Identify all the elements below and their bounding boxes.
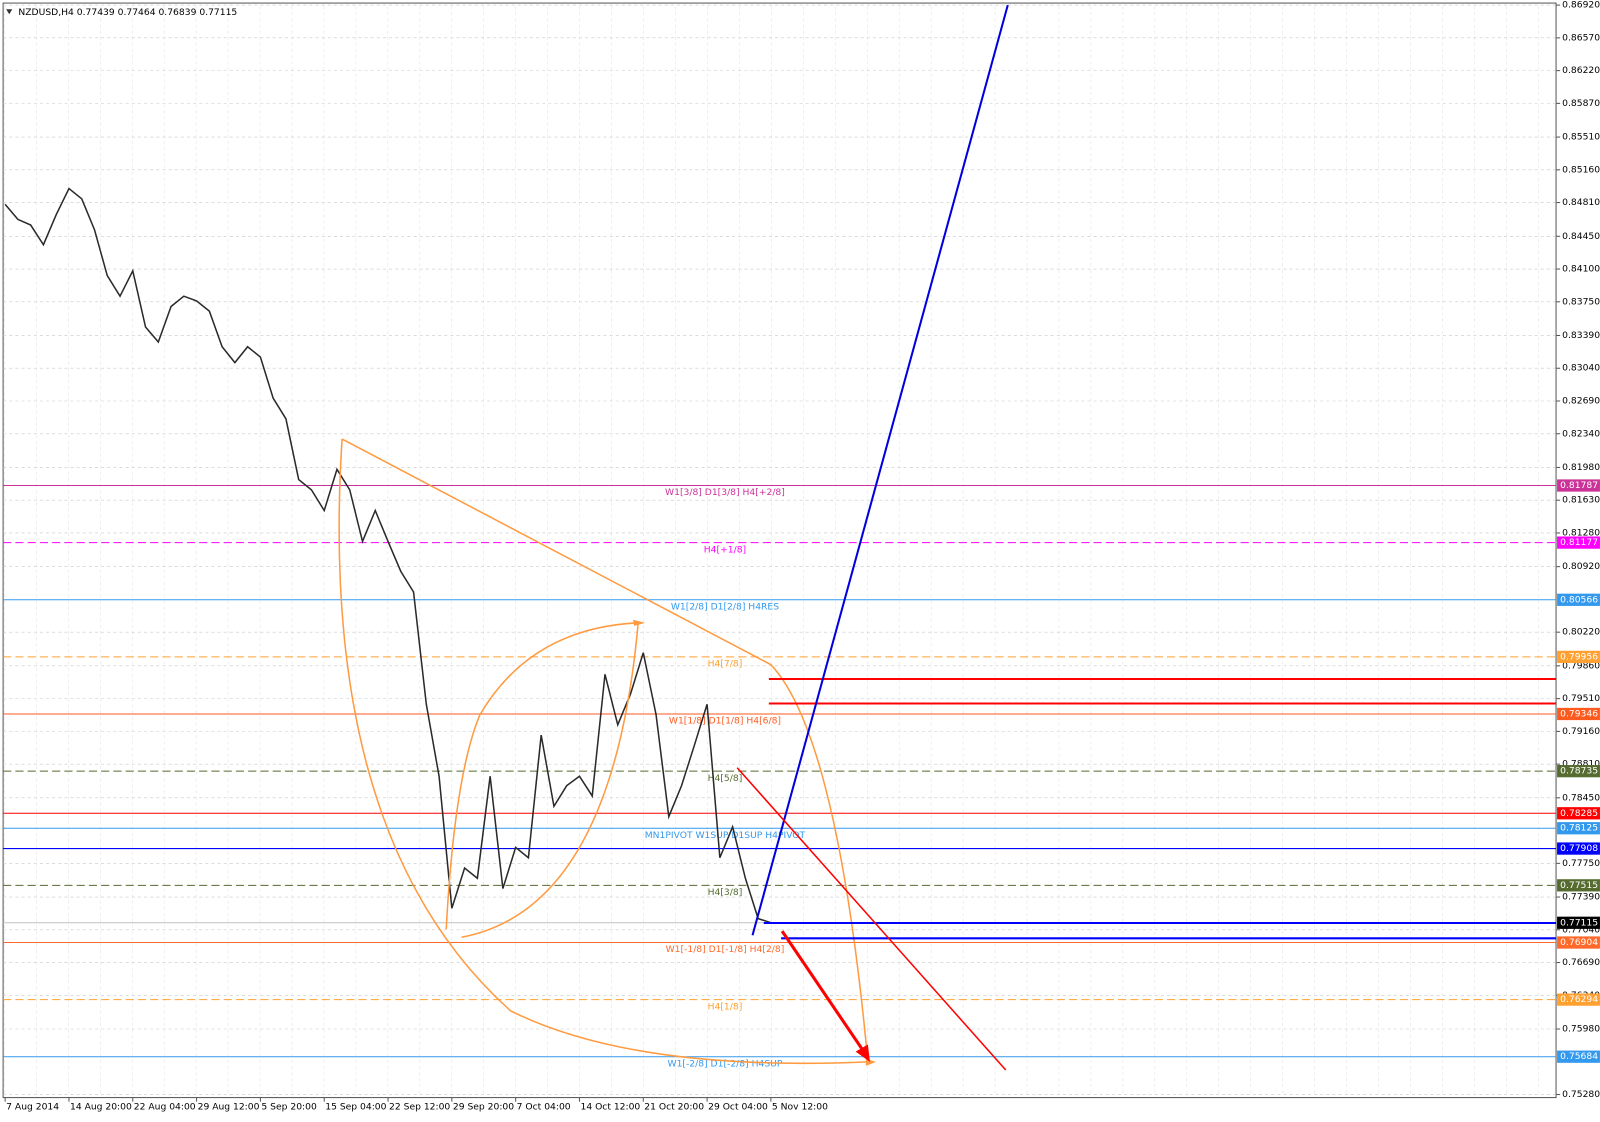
arc bbox=[445, 622, 640, 939]
price-tag bbox=[1557, 765, 1600, 778]
price-tag-label: 0.76904 bbox=[1560, 937, 1598, 948]
y-tick-label: 0.75280 bbox=[1562, 1089, 1600, 1100]
level-label: W1[-1/8] D1[-1/8] H4[2/8] bbox=[666, 944, 785, 955]
arrow-head bbox=[855, 1044, 870, 1062]
x-tick-label: 5 Nov 12:00 bbox=[772, 1101, 828, 1112]
price-tag bbox=[1557, 993, 1600, 1006]
y-tick-label: 0.86570 bbox=[1562, 32, 1600, 43]
level-label: H4[1/8] bbox=[708, 1001, 743, 1012]
arc bbox=[338, 438, 868, 1065]
red-arrow bbox=[780, 930, 866, 1053]
level-label: H4[7/8] bbox=[708, 659, 743, 670]
y-tick-label: 0.76690 bbox=[1562, 957, 1600, 968]
arc bbox=[341, 438, 869, 1062]
x-tick-label: 21 Oct 20:00 bbox=[644, 1101, 704, 1112]
x-tick-label: 5 Sep 20:00 bbox=[261, 1101, 317, 1112]
collapse-icon[interactable] bbox=[6, 9, 13, 15]
level-label: H4[+1/8] bbox=[704, 544, 746, 555]
y-tick-label: 0.81980 bbox=[1562, 462, 1600, 473]
y-tick-label: 0.80220 bbox=[1562, 627, 1600, 638]
price-tag bbox=[1557, 536, 1600, 549]
level-label: W1[3/8] D1[3/8] H4[+2/8] bbox=[665, 487, 785, 498]
chart-title: NZDUSD,H4 0.77439 0.77464 0.76839 0.7711… bbox=[18, 7, 237, 18]
price-tag bbox=[1557, 842, 1600, 855]
y-tick-label: 0.84810 bbox=[1562, 197, 1600, 208]
y-tick-label: 0.75980 bbox=[1562, 1024, 1600, 1035]
x-tick-label: 22 Aug 04:00 bbox=[134, 1101, 196, 1112]
level-label: W1[1/8] D1[1/8] H4[6/8] bbox=[669, 716, 781, 727]
y-tick-label: 0.85160 bbox=[1562, 164, 1600, 175]
y-tick-label: 0.82340 bbox=[1562, 428, 1600, 439]
level-label: MN1PIVOT W1SUP D1SUP H4PIVOT bbox=[645, 830, 806, 841]
y-tick-label: 0.81280 bbox=[1562, 527, 1600, 538]
price-tag-label: 0.81177 bbox=[1560, 537, 1598, 548]
vertical-grid bbox=[3, 3, 1557, 1098]
x-tick-label: 15 Sep 04:00 bbox=[325, 1101, 386, 1112]
plot-frame bbox=[2, 2, 1557, 1099]
y-tick-label: 0.84100 bbox=[1562, 264, 1600, 275]
trend-line bbox=[736, 767, 1007, 1071]
level-label: W1[2/8] D1[2/8] H4RES bbox=[671, 601, 779, 612]
level-label: H4[5/8] bbox=[708, 773, 743, 784]
y-tick-label: 0.85510 bbox=[1562, 132, 1600, 143]
price-tag-label: 0.79346 bbox=[1560, 708, 1598, 719]
price-tag bbox=[1557, 650, 1600, 664]
trend-line bbox=[751, 4, 1009, 936]
arrow-head bbox=[633, 619, 646, 626]
x-tick-label: 29 Aug 12:00 bbox=[198, 1101, 260, 1112]
x-tick-label: 7 Aug 2014 bbox=[6, 1101, 59, 1112]
price-tag bbox=[1557, 916, 1600, 929]
x-tick-label: 14 Oct 12:00 bbox=[580, 1101, 640, 1112]
price-tag bbox=[1557, 936, 1600, 949]
price-line bbox=[4, 187, 772, 924]
price-tag bbox=[1557, 807, 1600, 820]
x-tick-label: 14 Aug 20:00 bbox=[70, 1101, 132, 1112]
y-tick-label: 0.84450 bbox=[1562, 231, 1600, 242]
price-tag-label: 0.77908 bbox=[1560, 843, 1598, 854]
level-label: H4[3/8] bbox=[708, 887, 743, 898]
price-tag bbox=[1557, 593, 1600, 606]
price-tag-label: 0.78285 bbox=[1560, 808, 1598, 819]
price-tag-label: 0.77115 bbox=[1560, 917, 1598, 928]
y-tick-label: 0.78810 bbox=[1562, 759, 1600, 770]
price-tag bbox=[1557, 707, 1600, 721]
y-tick-label: 0.79860 bbox=[1562, 660, 1600, 671]
y-tick-label: 0.83390 bbox=[1562, 330, 1600, 341]
y-tick-label: 0.83040 bbox=[1562, 363, 1600, 374]
y-tick-label: 0.79510 bbox=[1562, 693, 1600, 704]
y-tick-label: 0.77040 bbox=[1562, 924, 1600, 935]
y-tick-label: 0.82690 bbox=[1562, 395, 1600, 406]
levels: W1[3/8] D1[3/8] H4[+2/8] H4[+1/8] W1[2/8] … bbox=[3, 4, 1557, 1095]
y-tick-label: 0.80920 bbox=[1562, 561, 1600, 572]
price-tag-label: 0.75684 bbox=[1560, 1051, 1598, 1062]
price-tag bbox=[1557, 822, 1600, 835]
y-tick-label: 0.83750 bbox=[1562, 296, 1600, 307]
y-tick-label: 0.78450 bbox=[1562, 792, 1600, 803]
y-tick-label: 0.77750 bbox=[1562, 858, 1600, 869]
price-tag-label: 0.78125 bbox=[1560, 823, 1598, 834]
y-tick-label: 0.86220 bbox=[1562, 65, 1600, 76]
price-tag-label: 0.78735 bbox=[1560, 766, 1598, 777]
price-tag bbox=[1557, 1050, 1600, 1063]
x-tick-label: 22 Sep 12:00 bbox=[389, 1101, 450, 1112]
price-tag bbox=[1557, 879, 1600, 892]
y-tick-label: 0.86920 bbox=[1562, 0, 1600, 11]
y-tick-label: 0.79160 bbox=[1562, 726, 1600, 737]
x-tick-label: 7 Oct 04:00 bbox=[517, 1101, 571, 1112]
drawings bbox=[338, 4, 1557, 1071]
price-tag-label: 0.79956 bbox=[1560, 651, 1598, 662]
y-tick-label: 0.77390 bbox=[1562, 892, 1600, 903]
price-tag-label: 0.81787 bbox=[1560, 480, 1598, 491]
level-label: W1[-2/8] D1[-2/8] H4SUP bbox=[668, 1058, 783, 1069]
y-tick-label: 0.85870 bbox=[1562, 98, 1600, 109]
y-tick-label: 0.81630 bbox=[1562, 495, 1600, 506]
x-tick-label: 29 Sep 20:00 bbox=[453, 1101, 514, 1112]
price-tag-label: 0.77515 bbox=[1560, 880, 1598, 891]
price-tag bbox=[1557, 479, 1600, 492]
price-tag-label: 0.76294 bbox=[1560, 994, 1598, 1005]
price-tag-label: 0.80566 bbox=[1560, 594, 1598, 605]
x-tick-label: 29 Oct 04:00 bbox=[708, 1101, 768, 1112]
